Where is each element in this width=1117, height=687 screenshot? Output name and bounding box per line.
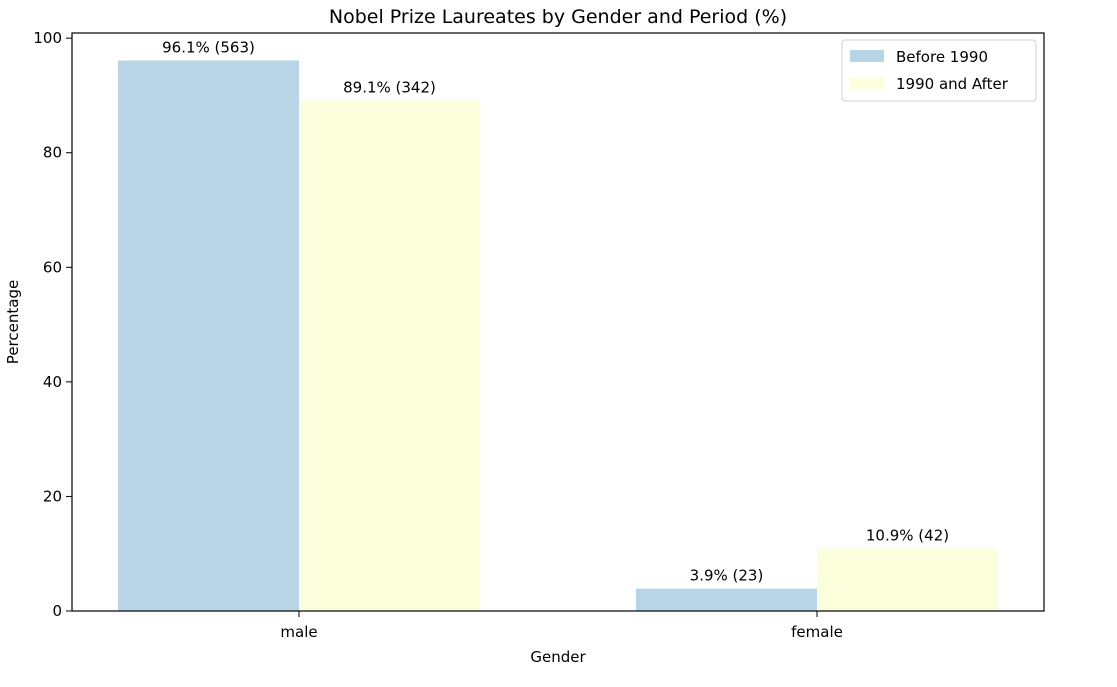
bar-female-series-0 — [636, 588, 817, 611]
data-labels-layer: 96.1% (563) 89.1% (342) 3.9% (23) 10.9% (42… — [162, 38, 949, 584]
legend-swatch-1990-and-after — [850, 77, 884, 89]
bar-male-series-0 — [118, 60, 299, 612]
data-label-male-series-0: 96.1% (563) — [162, 38, 255, 56]
chart-title: Nobel Prize Laureates by Gender and Peri… — [329, 6, 787, 28]
y-tick-label-100: 100 — [33, 29, 62, 47]
data-label-female-series-1: 10.9% (42) — [866, 527, 949, 545]
y-tick-label-20: 20 — [43, 487, 62, 505]
x-tick-label-male: male — [280, 623, 317, 641]
data-label-female-series-0: 3.9% (23) — [690, 567, 764, 585]
x-tick-label-female: female — [791, 623, 843, 641]
y-tick-label-80: 80 — [43, 144, 62, 162]
legend-label-1990-and-after: 1990 and After — [896, 75, 1009, 93]
plot-frame — [71, 32, 1045, 612]
y-tick-label-40: 40 — [43, 373, 62, 391]
data-label-male-series-1: 89.1% (342) — [343, 79, 436, 97]
legend: Before 1990 1990 and After — [841, 39, 1037, 102]
y-tick-label-60: 60 — [43, 258, 62, 276]
legend-swatch-before-1990 — [850, 50, 884, 62]
bar-female-series-1 — [817, 548, 998, 611]
x-axis-label: Gender — [530, 648, 586, 666]
bar-male-series-1 — [299, 100, 480, 611]
x-axis: male female — [280, 611, 843, 641]
y-tick-label-0: 0 — [52, 602, 62, 620]
y-axis: 0 20 40 60 80 100 — [33, 29, 72, 620]
bars-layer — [118, 60, 998, 612]
y-axis-label: Percentage — [4, 280, 22, 364]
legend-box — [841, 39, 1037, 102]
legend-label-before-1990: Before 1990 — [896, 48, 988, 66]
